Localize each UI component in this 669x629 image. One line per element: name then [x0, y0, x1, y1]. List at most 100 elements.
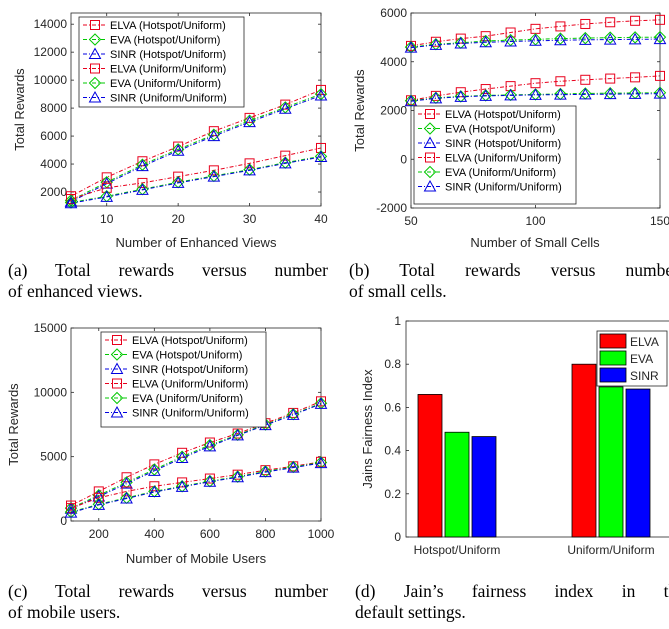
data-point: [455, 33, 466, 44]
data-point: [92, 490, 106, 502]
series-line: [70, 461, 322, 513]
data-point: [603, 87, 617, 100]
data-point: [207, 170, 221, 182]
caption-d-line-1: (d) Jain’s fairness index in the: [355, 581, 669, 601]
data-point: [92, 498, 106, 510]
legend: ELVA (Hotspot/Uniform) EVA (Hotspot/Unifo…: [413, 105, 577, 205]
data-point: [454, 90, 468, 103]
legend-entry: SINR: [630, 369, 659, 383]
data-point: [208, 126, 219, 137]
legend-marker: [423, 165, 437, 179]
data-point: [404, 94, 418, 107]
data-point: [580, 74, 591, 85]
data-point: [430, 90, 441, 101]
caption-b-line-2: of small cells.: [349, 281, 447, 301]
legend-entry: ELVA (Uniform/Uniform): [110, 64, 226, 76]
legend-box: [78, 16, 245, 108]
x-axis-label: Number of Enhanced Views: [116, 235, 277, 250]
data-point: [429, 91, 443, 105]
data-point: [530, 78, 541, 89]
caption-c: (c) Total rewards versus number of mobil…: [8, 581, 328, 623]
y-tick-label: 0: [394, 530, 401, 544]
y-tick-label: 0.8: [384, 357, 401, 371]
series-line: [410, 93, 661, 102]
y-tick-label: 8000: [40, 101, 67, 115]
data-point: [231, 470, 245, 483]
series-line: [410, 38, 661, 49]
data-point: [147, 485, 161, 498]
data-point: [137, 177, 148, 188]
data-point: [243, 115, 256, 128]
bar: [571, 363, 597, 538]
data-point: [101, 172, 112, 183]
legend-swatch: [599, 333, 627, 349]
data-point: [529, 34, 542, 46]
series-line: [70, 402, 322, 509]
legend-marker: [88, 76, 102, 90]
data-point: [203, 475, 217, 487]
data-point: [454, 90, 468, 102]
legend-swatch: [599, 367, 627, 383]
series-4: [66, 456, 326, 514]
data-point: [175, 451, 189, 463]
series-4: [66, 142, 326, 205]
legend-marker: [423, 122, 437, 135]
series-6: [404, 87, 667, 107]
caption-a: (a) Total rewards versus number of enhan…: [8, 260, 328, 302]
y-axis-label: Total Rewards: [12, 68, 27, 151]
y-tick-label: 14000: [34, 17, 68, 31]
legend-entry: ELVA (Hotspot/Uniform): [110, 20, 226, 32]
legend-marker: [425, 152, 435, 163]
data-point: [479, 35, 493, 48]
data-point: [231, 428, 245, 441]
data-point: [64, 506, 78, 518]
data-point: [429, 91, 443, 104]
legend-marker: [88, 90, 102, 103]
data-point: [580, 18, 591, 29]
series-line: [410, 75, 661, 101]
y-tick-label: 1: [394, 314, 401, 328]
caption-a-line-2: of enhanced views.: [8, 281, 143, 301]
legend-entry: ELVA: [630, 335, 659, 349]
data-point: [280, 150, 291, 161]
data-point: [653, 32, 667, 45]
series-line: [70, 461, 322, 509]
data-point: [136, 183, 149, 195]
series-3: [404, 32, 667, 53]
data-point: [404, 40, 418, 54]
y-tick-label: -2000: [376, 201, 407, 215]
y-tick-label: 10000: [34, 73, 68, 87]
legend-entry: SINR (Uniform/Uniform): [110, 93, 227, 105]
x-tick-label: 20: [171, 212, 185, 226]
data-point: [286, 408, 300, 420]
data-point: [64, 196, 78, 209]
y-tick-label: 0.4: [384, 444, 401, 458]
data-point: [630, 72, 641, 83]
data-point: [605, 17, 616, 28]
legend-marker: [90, 20, 100, 30]
x-tick-label: 600: [200, 527, 220, 541]
legend-box: [100, 331, 267, 428]
x-tick-label: 1000: [308, 527, 335, 541]
data-point: [314, 88, 328, 101]
data-point: [314, 150, 328, 163]
legend-marker: [423, 179, 437, 192]
legend-marker: [112, 378, 122, 389]
data-point: [554, 32, 567, 45]
data-point: [207, 129, 221, 142]
series-4: [406, 70, 665, 106]
data-point: [653, 87, 667, 99]
data-point: [100, 190, 114, 202]
y-tick-label: 15000: [34, 321, 68, 335]
data-point: [430, 36, 441, 47]
data-point: [149, 481, 160, 492]
data-point: [232, 469, 243, 480]
data-point: [278, 156, 292, 169]
legend-marker: [425, 109, 435, 119]
legend-entry: ELVA (Uniform/Uniform): [132, 379, 248, 391]
legend: ELVA (Hotspot/Uniform) EVA (Hotspot/Unifo…: [78, 16, 245, 108]
x-tick-label: Uniform/Uniform: [567, 543, 654, 557]
legend-marker: [112, 335, 122, 345]
data-point: [579, 31, 592, 45]
legend-marker: [110, 362, 124, 374]
